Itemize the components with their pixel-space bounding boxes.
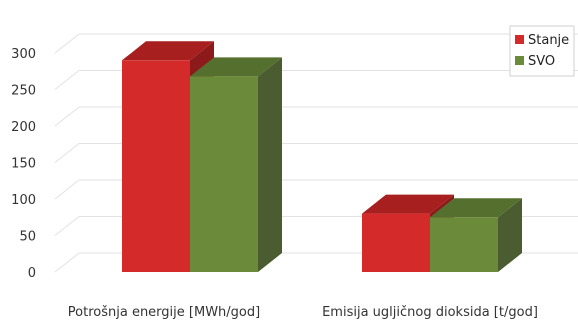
- bar-side: [498, 198, 522, 272]
- grid-line: [54, 70, 578, 90]
- grid-line: [54, 179, 578, 200]
- legend-box: [509, 25, 575, 77]
- legend-label-stanje: Stanje: [528, 33, 569, 48]
- bar-top: [430, 198, 522, 218]
- y-tick-label: 100: [11, 193, 36, 208]
- grid-line: [54, 33, 578, 54]
- grid-line: [54, 143, 578, 163]
- bars: [122, 41, 522, 272]
- y-axis-ticks: 0 50 100 150 200 250 300: [11, 47, 36, 281]
- y-tick-label: 50: [19, 230, 36, 245]
- legend: Stanje SVO: [509, 25, 575, 77]
- legend-swatch-svo: [515, 56, 524, 65]
- x-category-label: Potrošnja energije [MWh/god]: [68, 305, 260, 320]
- y-tick-label: 0: [28, 266, 36, 281]
- bar-front: [430, 217, 498, 272]
- bar-svo-0: [190, 57, 282, 272]
- legend-swatch-stanje: [515, 35, 524, 44]
- bar-top: [362, 194, 454, 214]
- grid-line: [54, 106, 578, 127]
- grid-lines: [54, 33, 578, 273]
- y-tick-label: 200: [11, 120, 36, 135]
- y-tick-label: 300: [11, 47, 36, 62]
- bar-top: [190, 57, 282, 77]
- y-tick-label: 150: [11, 157, 36, 172]
- y-tick-label: 250: [11, 84, 36, 99]
- bar-svo-1: [430, 198, 522, 272]
- bar-side: [258, 57, 282, 272]
- legend-label-svo: SVO: [528, 54, 555, 69]
- bar-front: [190, 76, 258, 272]
- x-axis-categories: Potrošnja energije [MWh/god] Emisija uglj…: [68, 305, 538, 320]
- bar-top: [122, 41, 214, 61]
- bar-front: [362, 213, 430, 272]
- x-category-label: Emisija ugljičnog dioksida [t/god]: [322, 305, 538, 320]
- bar-front: [122, 60, 190, 272]
